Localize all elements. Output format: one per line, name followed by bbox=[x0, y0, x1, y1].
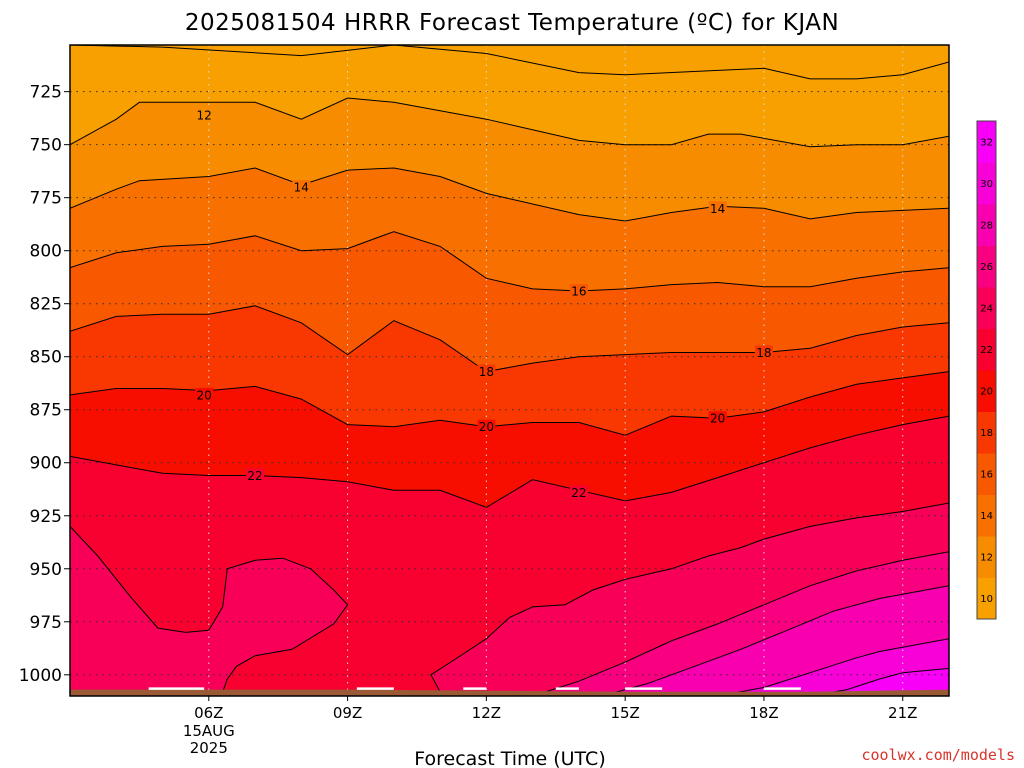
y-tick-label-950: 950 bbox=[30, 560, 62, 580]
x-tick-label-09Z: 09Z bbox=[333, 704, 362, 722]
isotherm-28 bbox=[601, 585, 949, 696]
isotherm-22 bbox=[70, 415, 949, 508]
contour-label-14: 14 bbox=[710, 202, 725, 216]
colorbar-segment-16 bbox=[977, 453, 996, 495]
contour-label-bg-2 bbox=[708, 201, 727, 216]
y-tick-label-925: 925 bbox=[30, 507, 62, 527]
isotherm-26 bbox=[532, 551, 949, 696]
x-axis-label: Forecast Time (UTC) bbox=[414, 748, 605, 768]
colorbar-tick-28: 28 bbox=[980, 220, 993, 231]
contour-label-18: 18 bbox=[479, 365, 494, 379]
colorbar-segment-30 bbox=[977, 162, 996, 205]
band-32 bbox=[810, 668, 949, 696]
colorbar-segment-12 bbox=[977, 536, 996, 578]
colorbar-tick-30: 30 bbox=[980, 179, 993, 190]
contour-labels: 12 14 14 16 18 18 20 20 20 22 22 bbox=[195, 107, 773, 500]
contour-label-22: 22 bbox=[247, 469, 262, 483]
x-tick-label-18Z: 18Z bbox=[749, 704, 778, 722]
contour-label-bg-5 bbox=[754, 345, 773, 360]
colorbar: 10 12 14 16 18 20 22 24 26 28 30 32 bbox=[976, 120, 997, 620]
isotherm-12 bbox=[70, 97, 949, 148]
y-tick-label-975: 975 bbox=[30, 613, 62, 633]
contour-label-bg-0 bbox=[195, 107, 214, 122]
contour-label-bg-1 bbox=[292, 180, 311, 195]
contour-label-20: 20 bbox=[710, 412, 725, 426]
colorbar-segment-24 bbox=[977, 287, 996, 329]
contour-label-20: 20 bbox=[197, 388, 212, 402]
contour-label-16: 16 bbox=[571, 284, 586, 298]
colorbar-tick-20: 20 bbox=[980, 386, 993, 397]
temperature-fill-bands bbox=[70, 45, 949, 696]
colorbar-segment-26 bbox=[977, 245, 996, 288]
y-tick-label-850: 850 bbox=[30, 348, 62, 368]
y-tick-label-875: 875 bbox=[30, 401, 62, 421]
contour-label-bg-7 bbox=[477, 419, 496, 434]
contour-label-12: 12 bbox=[197, 108, 212, 122]
colorbar-segment-28 bbox=[977, 204, 996, 246]
colorbar-tick-10: 10 bbox=[980, 594, 993, 605]
contour-label-bg-6 bbox=[195, 387, 214, 402]
contour-label-22: 22 bbox=[571, 486, 586, 500]
colorbar-tick-16: 16 bbox=[980, 469, 993, 480]
contour-label-20: 20 bbox=[479, 420, 494, 434]
colorbar-segment-18 bbox=[977, 411, 996, 454]
contour-label-bg-9 bbox=[246, 468, 265, 483]
contour-label-bg-3 bbox=[569, 283, 588, 298]
plot-frame bbox=[69, 44, 950, 697]
isotherm-10 bbox=[70, 45, 949, 80]
y-tick-label-750: 750 bbox=[30, 136, 62, 156]
y-tick-label-900: 900 bbox=[30, 454, 62, 474]
colorbar-tick-18: 18 bbox=[980, 428, 993, 439]
chart-title: 2025081504 HRRR Forecast Temperature (ºC… bbox=[185, 10, 839, 36]
x-tick-label-12Z: 12Z bbox=[472, 704, 501, 722]
colorbar-tick-12: 12 bbox=[980, 552, 993, 563]
colorbar-segment-32 bbox=[977, 121, 996, 163]
ground-fill bbox=[70, 689, 949, 696]
colorbar-segment-20 bbox=[977, 370, 996, 412]
x-tick-label-06Z: 06Z bbox=[194, 704, 223, 722]
plot-area bbox=[70, 45, 949, 696]
colorbar-tick-24: 24 bbox=[980, 303, 993, 314]
colorbar-tick-22: 22 bbox=[980, 345, 993, 356]
isotherm-16 bbox=[70, 231, 949, 292]
contour-label-bg-4 bbox=[477, 364, 496, 379]
x-tick-sublabel-1: 2025 bbox=[190, 739, 228, 757]
contour-label-14: 14 bbox=[294, 181, 309, 195]
contour-label-18: 18 bbox=[756, 346, 771, 360]
isotherm-20 bbox=[70, 371, 949, 436]
x-tick-label-21Z: 21Z bbox=[888, 704, 917, 722]
y-tick-label-725: 725 bbox=[30, 83, 62, 103]
colorbar-segment-14 bbox=[977, 494, 996, 537]
x-tick-label-15Z: 15Z bbox=[610, 704, 639, 722]
colorbar-segment-22 bbox=[977, 328, 996, 371]
isotherm-18 bbox=[70, 305, 949, 373]
y-tick-label-800: 800 bbox=[30, 242, 62, 262]
credit-link[interactable]: coolwx.com/models bbox=[861, 746, 1015, 764]
y-tick-label-825: 825 bbox=[30, 295, 62, 315]
colorbar-tick-32: 32 bbox=[980, 137, 993, 148]
colorbar-tick-26: 26 bbox=[980, 262, 993, 273]
contour-label-bg-10 bbox=[569, 485, 588, 500]
y-tick-label-1000: 1000 bbox=[19, 666, 62, 686]
ground-layer bbox=[70, 687, 949, 696]
colorbar-segment-10 bbox=[977, 577, 996, 620]
isotherm-14 bbox=[70, 167, 949, 222]
y-tick-label-775: 775 bbox=[30, 189, 62, 209]
x-tick-sublabel-0: 15AUG bbox=[183, 722, 235, 740]
contour-label-bg-8 bbox=[708, 411, 727, 426]
isotherm-30 bbox=[717, 638, 949, 696]
colorbar-frame bbox=[976, 120, 997, 620]
colorbar-tick-14: 14 bbox=[980, 511, 993, 522]
pressure-axis: 725 750 775 800 825 850 875 900 925 950 975 1000 bbox=[19, 83, 70, 686]
